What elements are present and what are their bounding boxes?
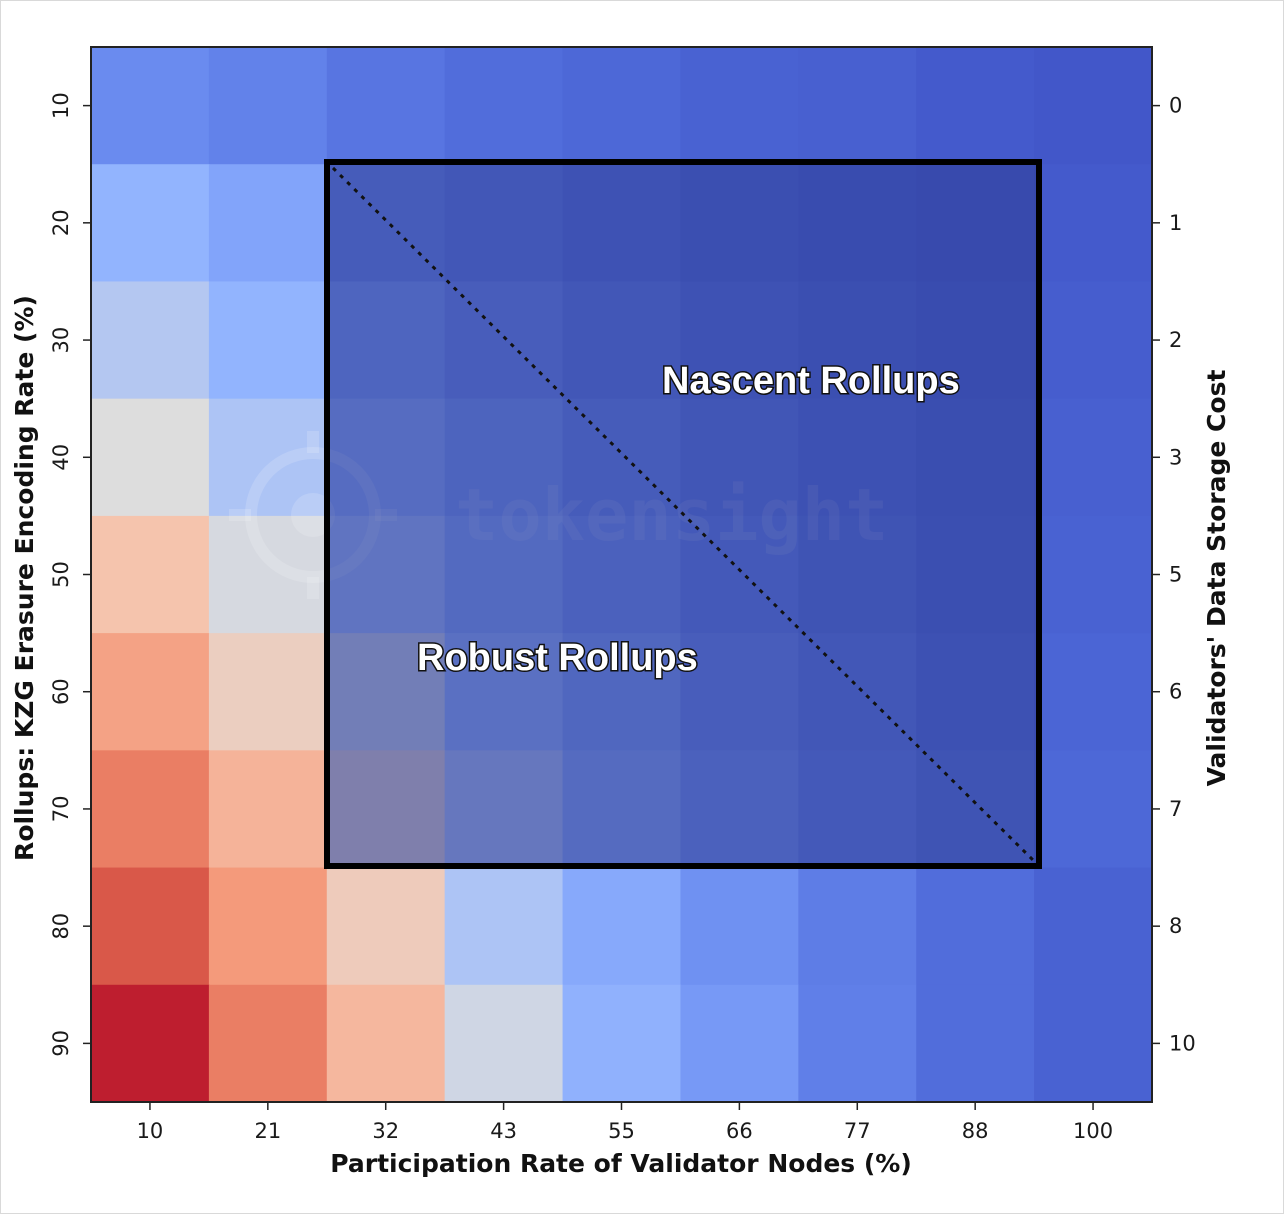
heatmap-cell: [208, 750, 328, 869]
heatmap-cell: [208, 398, 328, 517]
heatmap-cell: [1034, 750, 1153, 869]
y-tick-label: 70: [49, 796, 73, 823]
heatmap-cell: [680, 47, 799, 165]
heatmap-cell: [1034, 281, 1153, 400]
heatmap-cell: [208, 281, 328, 400]
heatmap-cell: [1034, 633, 1153, 751]
heatmap-cell: [444, 867, 564, 986]
region-overlay: Nascent Rollups Robust Rollups: [324, 159, 1042, 869]
heatmap-cell: [680, 867, 799, 986]
heatmap-cell: [208, 164, 328, 283]
heatmap-cell: [326, 984, 446, 1103]
heatmap-cell: [798, 984, 917, 1103]
heatmap-cell: [208, 984, 328, 1103]
y2-tick-label: 3: [1169, 445, 1182, 469]
heatmap-cell: [91, 867, 210, 986]
x-tick-label: 88: [962, 1119, 989, 1143]
heatmap-cell: [562, 867, 682, 986]
y2-tick-label: 8: [1169, 914, 1182, 938]
heatmap-cell: [562, 984, 682, 1103]
y2-tick-label: 7: [1169, 797, 1182, 821]
heatmap-cell: [91, 398, 210, 517]
heatmap-cell: [1034, 47, 1153, 165]
y2-tick-label: 1: [1169, 211, 1182, 235]
nascent-rollups-label: Nascent Rollups: [662, 360, 960, 402]
y2-tick-label: 6: [1169, 680, 1182, 704]
heatmap-cell: [91, 47, 210, 165]
y2-tick-label: 10: [1169, 1031, 1196, 1055]
x-tick-label: 77: [844, 1119, 871, 1143]
heatmap-cell: [326, 47, 446, 165]
heatmap-cell: [1034, 515, 1153, 634]
heatmap-cell: [916, 47, 1035, 165]
y2-tick-label: 5: [1169, 563, 1182, 587]
x-axis-label: Participation Rate of Validator Nodes (%…: [330, 1149, 912, 1178]
y-tick-label: 10: [49, 92, 73, 119]
x-tick-label: 10: [137, 1119, 164, 1143]
x-tick-label: 21: [254, 1119, 281, 1143]
heatmap-cell: [91, 633, 210, 751]
y2-tick-label: 0: [1169, 94, 1182, 118]
heatmap-cell: [91, 164, 210, 283]
y2-tick-label: 2: [1169, 328, 1182, 352]
y-tick-label: 50: [49, 561, 73, 588]
heatmap-cell: [916, 984, 1035, 1103]
x-tick-label: 100: [1073, 1119, 1113, 1143]
heatmap-cell: [562, 47, 682, 165]
x-tick-label: 32: [372, 1119, 399, 1143]
diagonal-divider: [331, 166, 1035, 862]
y-tick-label: 80: [49, 913, 73, 940]
y-axis-ticks: 10 20 30 40 50 60 70 80 90: [49, 92, 91, 1057]
heatmap-cell: [1034, 398, 1153, 517]
heatmap-cell: [91, 984, 210, 1103]
x-tick-label: 66: [726, 1119, 753, 1143]
y-tick-label: 20: [49, 209, 73, 236]
heatmap-cell: [91, 515, 210, 634]
heatmap-cell: [1034, 867, 1153, 986]
region-box-border: [324, 159, 1042, 869]
y-tick-label: 90: [49, 1030, 73, 1057]
x-axis-ticks: 10 21 32 43 55 66 77 88 100: [137, 1102, 1113, 1143]
y2-axis-ticks: 0 1 2 3 5 6 7 8 10: [1152, 94, 1196, 1055]
heatmap-cell: [798, 47, 917, 165]
heatmap-cell: [208, 633, 328, 751]
y-tick-label: 40: [49, 444, 73, 471]
heatmap-cell: [1034, 984, 1153, 1103]
heatmap-cell: [444, 47, 564, 165]
heatmap-cell: [1034, 164, 1153, 283]
heatmap-cell: [444, 984, 564, 1103]
heatmap-cell: [326, 867, 446, 986]
x-tick-label: 43: [490, 1119, 517, 1143]
heatmap-cell: [916, 867, 1035, 986]
y-axis-label: Rollups: KZG Erasure Encoding Rate (%): [10, 295, 39, 861]
heatmap-cell: [798, 867, 917, 986]
y-tick-label: 30: [49, 327, 73, 354]
heatmap-cell: [91, 281, 210, 400]
heatmap-cell: [91, 750, 210, 869]
x-tick-label: 55: [608, 1119, 635, 1143]
heatmap-cell: [208, 515, 328, 634]
y2-axis-label: Validators' Data Storage Cost: [1202, 370, 1231, 787]
heatmap-cell: [208, 867, 328, 986]
y-tick-label: 60: [49, 678, 73, 705]
heatmap-cell: [680, 984, 799, 1103]
robust-rollups-label: Robust Rollups: [417, 637, 698, 679]
heatmap-cell: [208, 47, 328, 165]
